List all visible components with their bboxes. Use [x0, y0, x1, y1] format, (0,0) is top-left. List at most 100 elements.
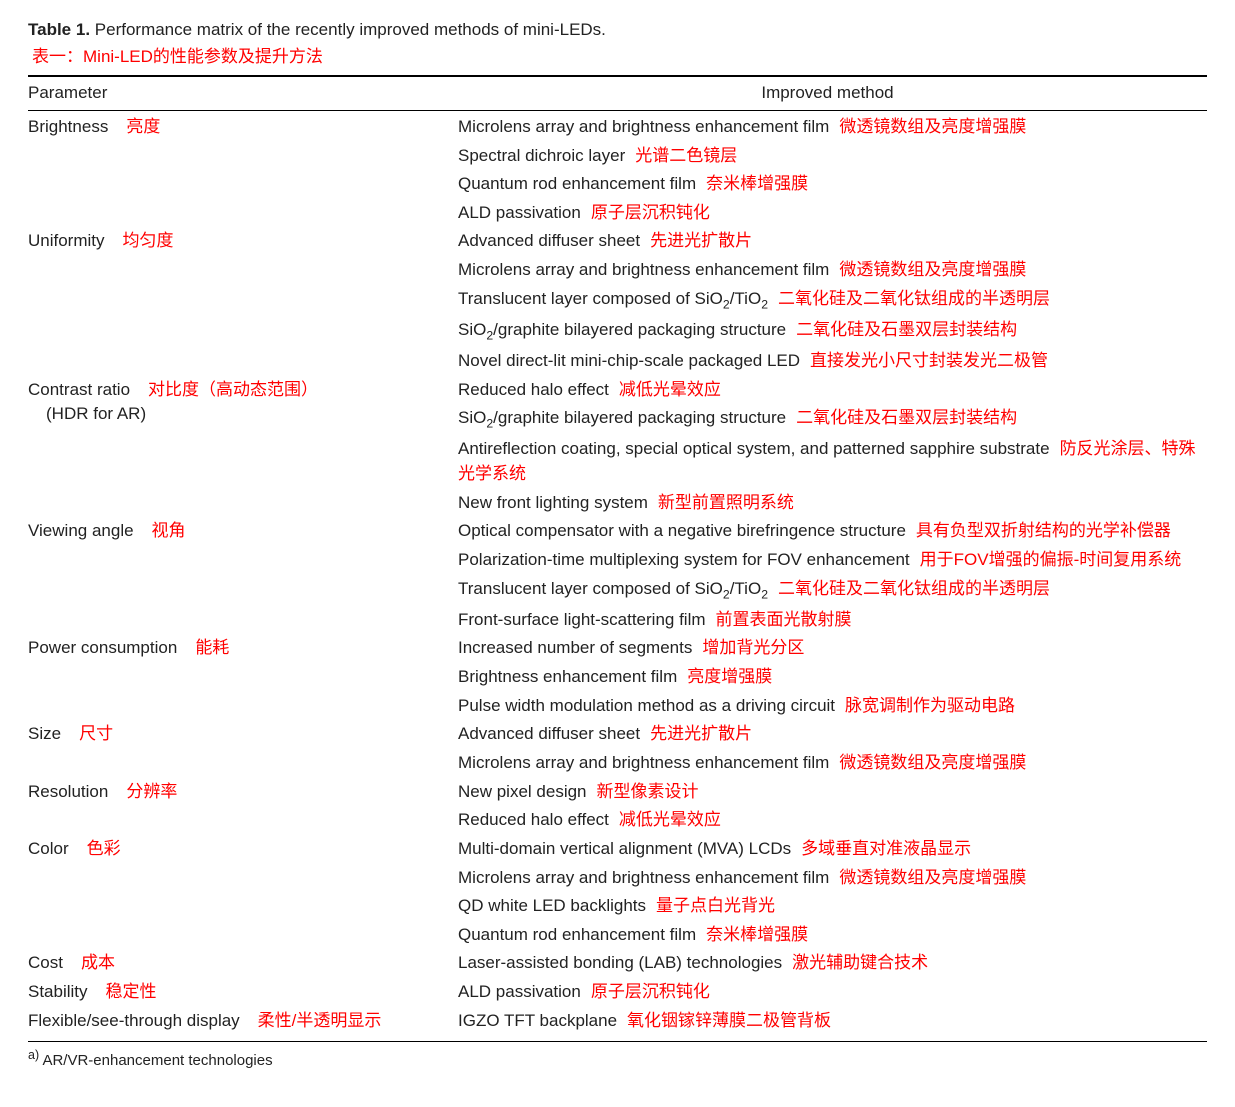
method-cn: 微透镜数组及亮度增强膜: [839, 260, 1026, 279]
method-cn: 二氧化硅及石墨双层封装结构: [796, 320, 1017, 339]
method-cn: 前置表面光散射膜: [716, 610, 852, 629]
parameter-cell: Resolution分辨率: [28, 780, 458, 805]
method-en: Advanced diffuser sheet: [458, 724, 640, 743]
method-en: Spectral dichroic layer: [458, 146, 625, 165]
methods-cell: Microlens array and brightness enhanceme…: [458, 115, 1207, 230]
method-line: ALD passivation原子层沉积钝化: [458, 201, 1207, 226]
table-title: Performance matrix of the recently impro…: [90, 20, 606, 39]
method-en: SiO2/graphite bilayered packaging struct…: [458, 408, 786, 427]
parameter-cell: Uniformity 均匀度: [28, 229, 458, 254]
method-cn: 原子层沉积钝化: [591, 982, 710, 1001]
method-line: Quantum rod enhancement film奈米棒增强膜: [458, 172, 1207, 197]
method-cn: 奈米棒增强膜: [706, 925, 808, 944]
parameter-cell: Power consumption 能耗: [28, 636, 458, 661]
parameter-cn: 均匀度: [123, 231, 174, 250]
parameter-cn: 能耗: [195, 638, 229, 657]
table-row: Contrast ratio对比度（高动态范围）(HDR for AR)Redu…: [28, 378, 1207, 520]
methods-cell: Increased number of segments增加背光分区 Bright…: [458, 636, 1207, 722]
method-line: Front-surface light-scattering film 前置表面光…: [458, 608, 1207, 633]
method-cn: 激光辅助键合技术: [792, 953, 928, 972]
method-en: Pulse width modulation method as a drivi…: [458, 696, 835, 715]
table-caption: Table 1. Performance matrix of the recen…: [28, 18, 1207, 43]
table-row: Cost 成本 Laser-assisted bonding (LAB) techn…: [28, 951, 1207, 980]
method-line: Brightness enhancement film亮度增强膜: [458, 665, 1207, 690]
method-en: New front lighting system: [458, 493, 648, 512]
methods-cell: Reduced halo effect减低光晕效应SiO2/graphite b…: [458, 378, 1207, 520]
table-row: Power consumption 能耗 Increased number of s…: [28, 636, 1207, 722]
parameter-cn: 亮度: [126, 117, 160, 136]
method-cn: 新型前置照明系统: [658, 493, 794, 512]
method-line: Translucent layer composed of SiO2/TiO2二…: [458, 287, 1207, 314]
table-row: Viewing angle视角Optical compensator with …: [28, 519, 1207, 636]
method-cn: 直接发光小尺寸封装发光二极管: [810, 351, 1048, 370]
method-en: IGZO TFT backplane: [458, 1011, 617, 1030]
table-row: Stability稳定性ALD passivation 原子层沉积钝化: [28, 980, 1207, 1009]
method-en: Front-surface light-scattering film: [458, 610, 706, 629]
method-en: Reduced halo effect: [458, 810, 609, 829]
table-row: Uniformity 均匀度 Advanced diffuser sheet先进光扩…: [28, 229, 1207, 377]
parameter-en: Cost: [28, 953, 63, 972]
method-line: New pixel design新型像素设计: [458, 780, 1207, 805]
parameter-cn: 柔性/半透明显示: [258, 1011, 382, 1030]
method-line: Advanced diffuser sheet先进光扩散片: [458, 229, 1207, 254]
method-cn: 减低光晕效应: [619, 380, 721, 399]
method-cn: 用于FOV增强的偏振-时间复用系统: [920, 550, 1182, 569]
method-en: ALD passivation: [458, 982, 581, 1001]
parameter-cell: Flexible/see-through display柔性/半透明显示: [28, 1009, 458, 1034]
method-cn: 微透镜数组及亮度增强膜: [839, 868, 1026, 887]
method-cn: 量子点白光背光: [656, 896, 775, 915]
method-line: Increased number of segments增加背光分区: [458, 636, 1207, 661]
table-row: Size尺寸Advanced diffuser sheet先进光扩散片Micro…: [28, 722, 1207, 779]
header-method: Improved method: [448, 81, 1207, 106]
method-line: IGZO TFT backplane氧化铟镓锌薄膜二极管背板: [458, 1009, 1207, 1034]
method-en: Quantum rod enhancement film: [458, 925, 696, 944]
parameter-sub: (HDR for AR): [28, 402, 448, 427]
parameter-en: Size: [28, 724, 61, 743]
parameter-cell: Color色彩: [28, 837, 458, 862]
method-line: Advanced diffuser sheet 先进光扩散片: [458, 722, 1207, 747]
method-line: Pulse width modulation method as a drivi…: [458, 694, 1207, 719]
method-cn: 增加背光分区: [702, 638, 804, 657]
methods-cell: New pixel design新型像素设计 Reduced halo effec…: [458, 780, 1207, 837]
parameter-cell: Brightness亮度: [28, 115, 458, 140]
parameter-cell: Cost 成本: [28, 951, 458, 976]
method-cn: 原子层沉积钝化: [591, 203, 710, 222]
method-en: Optical compensator with a negative bire…: [458, 521, 906, 540]
method-line: Polarization-time multiplexing system fo…: [458, 548, 1207, 573]
methods-cell: ALD passivation 原子层沉积钝化: [458, 980, 1207, 1009]
method-en: Laser-assisted bonding (LAB) technologie…: [458, 953, 782, 972]
method-cn: 多域垂直对准液晶显示: [801, 839, 971, 858]
table-row: Resolution分辨率New pixel design新型像素设计 Reduc…: [28, 780, 1207, 837]
method-en: New pixel design: [458, 782, 587, 801]
header-parameter: Parameter: [28, 81, 448, 106]
method-en: QD white LED backlights: [458, 896, 646, 915]
parameter-en: Color: [28, 839, 69, 858]
parameter-cn: 成本: [81, 953, 115, 972]
parameter-cell: Stability稳定性: [28, 980, 458, 1005]
method-en: Brightness enhancement film: [458, 667, 677, 686]
parameter-en: Power consumption: [28, 638, 177, 657]
method-cn: 先进光扩散片: [650, 724, 752, 743]
parameter-cn: 尺寸: [79, 724, 113, 743]
method-cn: 减低光晕效应: [619, 810, 721, 829]
parameter-en: Stability: [28, 982, 88, 1001]
methods-cell: Advanced diffuser sheet先进光扩散片Microlens a…: [458, 722, 1207, 779]
methods-cell: Advanced diffuser sheet先进光扩散片 Microlens a…: [458, 229, 1207, 377]
method-en: Microlens array and brightness enhanceme…: [458, 260, 829, 279]
method-line: SiO2/graphite bilayered packaging struct…: [458, 318, 1207, 345]
rule-header: [28, 110, 1207, 111]
table-row: Flexible/see-through display柔性/半透明显示IGZO…: [28, 1009, 1207, 1038]
method-en: Microlens array and brightness enhanceme…: [458, 868, 829, 887]
method-line: New front lighting system 新型前置照明系统: [458, 491, 1207, 516]
parameter-en: Uniformity: [28, 231, 105, 250]
method-en: Polarization-time multiplexing system fo…: [458, 550, 910, 569]
parameter-cn: 分辨率: [126, 782, 177, 801]
method-cn: 微透镜数组及亮度增强膜: [839, 753, 1026, 772]
method-cn: 奈米棒增强膜: [706, 174, 808, 193]
methods-cell: IGZO TFT backplane氧化铟镓锌薄膜二极管背板: [458, 1009, 1207, 1038]
method-cn: 二氧化硅及二氧化钛组成的半透明层: [778, 579, 1050, 598]
methods-cell: Optical compensator with a negative bire…: [458, 519, 1207, 636]
method-line: Spectral dichroic layer光谱二色镜层: [458, 144, 1207, 169]
method-en: Antireflection coating, special optical …: [458, 439, 1050, 458]
method-line: Translucent layer composed of SiO2/TiO2二…: [458, 577, 1207, 604]
